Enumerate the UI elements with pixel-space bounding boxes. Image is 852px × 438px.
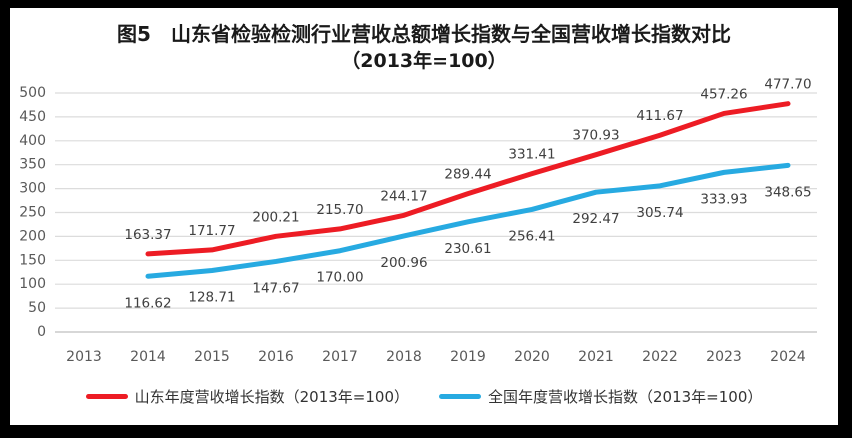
data-label: 244.17 — [380, 188, 427, 204]
y-tick-label: 350 — [19, 157, 46, 173]
chart-title-line2: （2013年=100） — [341, 50, 507, 73]
x-tick-label: 2017 — [322, 349, 358, 365]
data-label: 230.61 — [444, 241, 491, 257]
data-label: 477.70 — [764, 77, 811, 93]
chart-title: 图5 山东省检验检测行业营收总额增长指数与全国营收增长指数对比 （2013年=1… — [10, 20, 838, 75]
data-label: 411.67 — [636, 108, 683, 124]
y-tick-label: 0 — [37, 324, 46, 340]
data-label: 370.93 — [572, 128, 619, 144]
line-chart-plot: 0 50 100 150 200 250 300 350 400 450 500 2013 2014 20… — [19, 77, 817, 365]
data-label: 200.96 — [380, 255, 427, 271]
data-label: 292.47 — [572, 211, 619, 227]
x-tick-label: 2016 — [258, 349, 294, 365]
legend-swatch-shandong — [85, 394, 128, 399]
y-tick-label: 100 — [19, 276, 46, 292]
x-tick-label: 2020 — [514, 349, 550, 365]
data-label: 305.74 — [636, 205, 683, 221]
series-line-0 — [145, 101, 791, 257]
data-label: 215.70 — [316, 202, 363, 218]
data-label: 147.67 — [252, 280, 299, 296]
y-tick-label: 400 — [19, 133, 46, 149]
x-tick-label: 2022 — [642, 349, 678, 365]
data-label: 163.37 — [124, 227, 171, 243]
x-tick-label: 2018 — [386, 349, 422, 365]
x-tick-label: 2024 — [770, 349, 806, 365]
y-tick-label: 250 — [19, 205, 46, 221]
x-tick-label: 2015 — [194, 349, 230, 365]
data-label: 116.62 — [124, 295, 171, 311]
x-tick-label: 2019 — [450, 349, 486, 365]
series-line-1 — [145, 162, 791, 279]
y-tick-label: 200 — [19, 228, 46, 244]
data-label: 200.21 — [252, 209, 299, 225]
data-label: 170.00 — [316, 270, 363, 286]
legend-label-shandong: 山东年度营收增长指数（2013年=100） — [134, 388, 409, 406]
legend-swatch-national — [439, 394, 481, 399]
chart-legend: 山东年度营收增长指数（2013年=100） 全国年度营收增长指数（2013年=1… — [10, 386, 838, 407]
legend-item-national: 全国年度营收增长指数（2013年=100） — [439, 386, 762, 407]
y-tick-label: 150 — [19, 252, 46, 268]
x-tick-label: 2013 — [66, 349, 102, 365]
y-tick-label: 300 — [19, 181, 46, 197]
x-tick-label: 2023 — [706, 349, 742, 365]
data-label: 333.93 — [700, 191, 747, 207]
data-label: 256.41 — [508, 228, 555, 244]
legend-item-shandong: 山东年度营收增长指数（2013年=100） — [85, 386, 409, 407]
data-label: 348.65 — [764, 184, 811, 200]
data-label: 128.71 — [188, 289, 235, 305]
data-label: 171.77 — [188, 223, 235, 239]
x-tick-label: 2021 — [578, 349, 614, 365]
y-tick-label: 450 — [19, 109, 46, 125]
data-label: 331.41 — [508, 147, 555, 163]
y-tick-label: 50 — [28, 300, 46, 316]
y-tick-label: 500 — [19, 85, 46, 101]
chart-title-line1: 图5 山东省检验检测行业营收总额增长指数与全国营收增长指数对比 — [117, 22, 731, 46]
data-label: 289.44 — [444, 167, 491, 183]
legend-label-national: 全国年度营收增长指数（2013年=100） — [488, 388, 763, 406]
data-label: 457.26 — [700, 86, 747, 102]
x-tick-label: 2014 — [130, 349, 166, 365]
